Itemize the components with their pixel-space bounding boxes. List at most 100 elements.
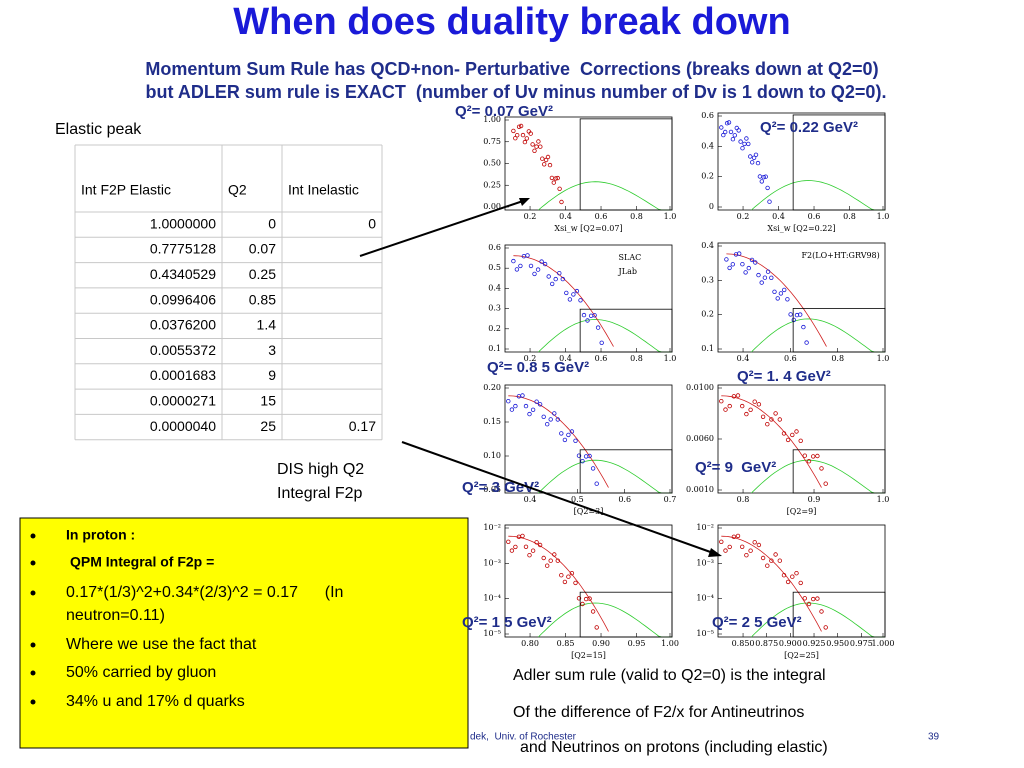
decor-dot	[528, 131, 533, 136]
decor-dot	[509, 407, 515, 412]
decor-dot	[518, 263, 523, 269]
decor-dot	[790, 432, 795, 438]
decor-dot	[562, 579, 568, 585]
bullet-text: 50% carried by gluon	[66, 664, 216, 681]
bullets: In proton : QPM Integral of F2p = 0.17*(1/…	[30, 527, 343, 710]
decor-dot	[778, 291, 784, 296]
table-cell: 0	[268, 215, 276, 231]
x-tick-label: 0.4	[737, 354, 750, 363]
table-cell: 0.0001683	[150, 367, 216, 383]
bullet-text: 0.17*(1/3)^2+0.34*(2/3)^2 = 0.17 (In	[66, 584, 343, 601]
page-number: 39	[928, 732, 940, 743]
footer-author: dek, Univ. of Rochester	[470, 732, 577, 743]
decor-dot	[506, 399, 511, 404]
bullet-text: 34% u and 17% d quarks	[66, 693, 245, 710]
decor-dot	[748, 154, 753, 159]
decor-dot	[760, 414, 766, 419]
x-tick-label: 1.0	[877, 212, 890, 221]
decor-dot	[815, 453, 820, 459]
decor-dot	[541, 555, 546, 561]
x-tick-label: 0.90	[592, 639, 610, 648]
decor-dot	[595, 325, 601, 330]
table-cell: 0.0000271	[150, 392, 216, 408]
decor-dot	[719, 125, 724, 130]
arrow	[359, 199, 527, 257]
decor-dot	[823, 625, 828, 630]
x-tick-label: 1.000	[872, 639, 895, 648]
subtitle: but ADLER sum rule is EXACT (number of U…	[146, 82, 887, 102]
decor-dot	[562, 437, 568, 443]
decor-curve	[538, 602, 672, 638]
decor-dot	[794, 429, 799, 434]
decor-dot	[513, 135, 518, 141]
decor-dot	[737, 251, 742, 256]
decor-curve	[513, 255, 614, 347]
decor-dot	[555, 417, 560, 422]
decor-dot	[555, 558, 560, 563]
bullet-dot	[30, 699, 36, 705]
decor-dot	[528, 263, 534, 269]
y-tick-label: 0.25	[483, 180, 501, 189]
table: Int F2P Elastic Q2 Int Inelastic 1.0000000 0…	[74, 144, 383, 441]
decor-dot	[753, 260, 758, 265]
decor-dot	[777, 558, 782, 563]
x-tick-label: 0.85	[557, 639, 575, 648]
decor-dot	[765, 422, 770, 427]
table-cell: 0.25	[249, 266, 276, 282]
decor-dot	[727, 403, 732, 409]
q-label: Q²= 0.07 GeV²	[455, 103, 553, 120]
x-axis-label: [Q2=3]	[574, 507, 604, 516]
x-tick-label: 0.850	[732, 639, 755, 648]
x-tick-label: 0.7	[664, 495, 677, 504]
decor-dot	[735, 533, 741, 539]
y-tick-label: 10⁻⁵	[483, 629, 501, 638]
bullet-dot	[30, 642, 36, 648]
y-tick-label: 0.4	[701, 141, 714, 150]
decor-dot	[587, 596, 592, 601]
decor-dot	[801, 324, 806, 330]
x-tick-label: 0.9	[808, 495, 821, 504]
x-tick-label: 0.8	[737, 495, 750, 504]
plot-frame	[504, 524, 673, 638]
decor-dot	[557, 271, 562, 276]
x-tick-label: 1.0	[664, 354, 677, 363]
decor-dot	[594, 625, 599, 630]
table-cell: 0.07	[249, 241, 276, 257]
decor-curve	[538, 319, 672, 353]
y-tick-label: 0.4	[488, 283, 501, 292]
y-tick-label: 0.6	[488, 243, 501, 252]
x-tick-label: 0.6	[784, 354, 797, 363]
y-tick-label: 10⁻³	[696, 558, 714, 567]
decor-dot	[748, 407, 753, 412]
x-tick-label: 0.6	[595, 212, 608, 221]
x-tick-label: 0.6	[595, 354, 608, 363]
decor-dot	[740, 262, 745, 267]
y-tick-label: 10⁻²	[696, 523, 714, 532]
decor-dot	[769, 275, 774, 280]
legend-label: JLab	[618, 267, 637, 276]
x-tick-label: 0.925	[803, 639, 826, 648]
decor-dot	[773, 411, 778, 416]
y-tick-label: 10⁻²	[483, 523, 501, 532]
plot-frame	[504, 384, 673, 494]
x-tick-label: 1.0	[877, 495, 890, 504]
y-tick-label: 0.1	[488, 344, 501, 353]
q-label: Q²= 2 5 GeV²	[712, 614, 802, 631]
decor-dot	[760, 555, 766, 561]
decor-dot	[557, 186, 562, 191]
decor-dot	[523, 403, 529, 409]
decor-dot	[811, 454, 816, 459]
decor-dot	[511, 258, 516, 264]
decor-dot	[548, 417, 553, 422]
decor-dot	[740, 403, 745, 409]
decor-dot	[513, 403, 518, 409]
y-tick-label: 0.3	[488, 304, 501, 313]
decor-dot	[534, 399, 539, 404]
bullet-text: QPM Integral of F2p =	[70, 554, 214, 570]
table-cell: 25	[260, 418, 276, 434]
decor-dot	[744, 553, 749, 558]
decor-dot	[581, 312, 587, 318]
bullet-text: Where we use the fact that	[66, 636, 257, 653]
y-tick-label: 0.00	[483, 202, 501, 211]
bullet-text: In proton :	[66, 527, 135, 543]
